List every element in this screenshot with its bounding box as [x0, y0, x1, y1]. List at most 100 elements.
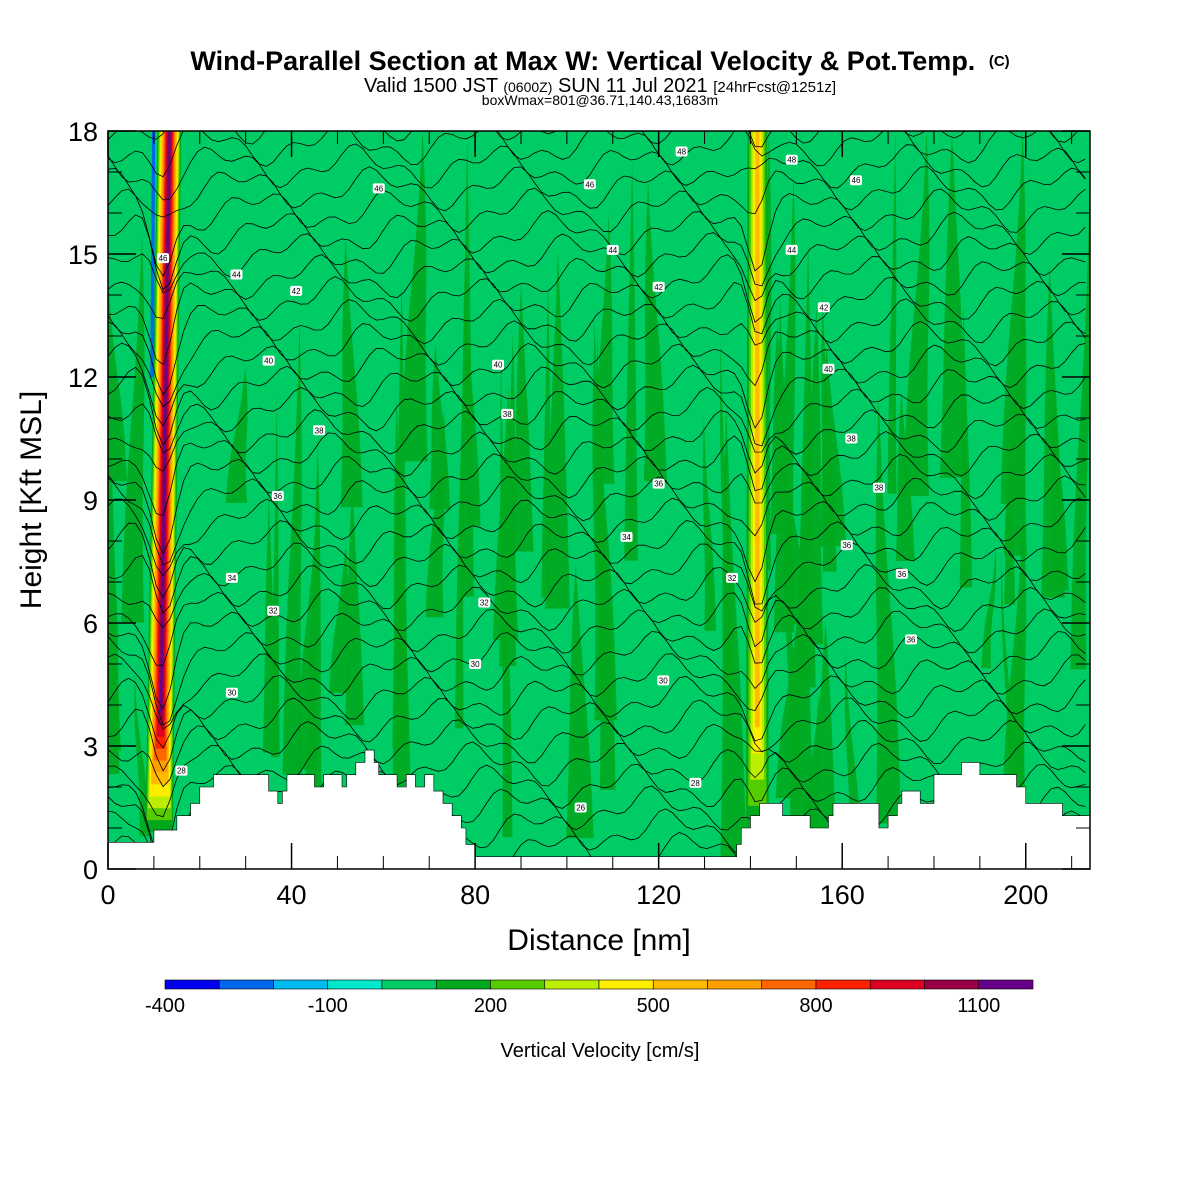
velocity-streak [1041, 263, 1065, 598]
theta-contour [108, 475, 1086, 566]
y-tick-label: 9 [83, 486, 98, 516]
theta-label: 38 [501, 408, 514, 419]
theta-contour [108, 564, 1086, 629]
theta-label: 32 [267, 605, 280, 616]
theta-label-text: 30 [471, 660, 480, 669]
velocity-streak [392, 396, 411, 786]
theta-label: 26 [574, 802, 587, 813]
y-tick-label: 18 [68, 117, 98, 147]
theta-label-text: 40 [264, 357, 273, 366]
x-tick-label: 0 [100, 880, 115, 910]
theta-label-bg [675, 146, 688, 157]
theta-contour [108, 131, 1086, 178]
velocity-streak [225, 366, 248, 503]
velocity-streak [783, 466, 801, 822]
theta-label-bg [290, 285, 303, 296]
theta-label-text: 40 [494, 361, 503, 370]
theta-label-bg [501, 408, 514, 419]
theta-contour [108, 131, 1079, 148]
theta-label: 28 [689, 777, 702, 788]
x-tick-label: 80 [460, 880, 490, 910]
theta-label-text: 46 [585, 180, 594, 189]
colorbar-swatch [924, 979, 980, 990]
theta-contour [108, 254, 1086, 323]
theta-contour [108, 608, 1086, 710]
theta-label: 30 [469, 659, 482, 669]
theta-label-bg [845, 433, 858, 444]
theta-contour [108, 697, 1086, 772]
velocity-streak [340, 237, 363, 508]
velocity-streak [887, 131, 897, 494]
theta-label-text: 36 [654, 480, 663, 489]
theta-label-text: 30 [659, 676, 668, 685]
theta-label-text: 42 [292, 287, 301, 296]
theta-label-bg [313, 425, 326, 436]
theta-label: 48 [675, 146, 688, 157]
theta-label-bg [175, 765, 188, 776]
theta-label-text: 32 [480, 599, 489, 608]
theta-label: 44 [230, 269, 243, 280]
velocity-streak [296, 477, 320, 770]
velocity-streak [643, 180, 667, 482]
theta-label-bg [262, 355, 275, 366]
y-tick-label: 3 [83, 732, 98, 762]
colorbar-swatch [273, 979, 329, 990]
y-axis-label: Height [Kft MSL] [15, 391, 48, 609]
valid-date: SUN 11 Jul 2021 [558, 75, 708, 97]
theta-contour [108, 232, 1086, 302]
theta-label: 38 [872, 482, 885, 493]
theta-label-text: 44 [608, 246, 617, 255]
theta-contour [108, 453, 1086, 555]
theta-label-text: 38 [503, 410, 512, 419]
theta-contour [108, 674, 1086, 749]
plot-area: 28 30 32 34 36 38 40 42 44 46 46 30 32 34 36 38 40 42 44 46… [108, 131, 1090, 869]
velocity-streak [624, 159, 638, 561]
theta-label-text: 44 [787, 246, 796, 255]
theta-label-text: 48 [677, 148, 686, 157]
velocity-streak [940, 131, 968, 478]
theta-label: 28 [175, 765, 188, 776]
theta-label-text: 38 [315, 426, 324, 435]
velocity-streak [545, 251, 570, 609]
theta-label: 38 [845, 433, 858, 444]
theta-label: 42 [817, 302, 830, 313]
theta-label-text: 46 [159, 254, 168, 263]
velocity-streak [429, 343, 451, 510]
velocity-streak [108, 586, 116, 700]
colorbar-swatch [598, 979, 654, 990]
colorbar-swatch [164, 979, 220, 990]
theta-label-bg [895, 568, 908, 579]
theta-contour [108, 298, 1086, 396]
theta-contour [108, 166, 1086, 218]
theta-label-text: 30 [227, 689, 236, 698]
theta-contour [108, 320, 1086, 408]
theta-label: 34 [225, 572, 238, 583]
valid-utc: (0600Z) [503, 79, 552, 95]
theta-label-text: 34 [622, 533, 631, 542]
theta-label-text: 36 [897, 570, 906, 579]
theta-label-text: 36 [842, 541, 851, 550]
theta-label: 36 [895, 568, 908, 579]
y-tick-label: 15 [68, 240, 98, 270]
y-tick-label: 6 [83, 609, 98, 639]
theta-label-text: 44 [232, 271, 241, 280]
theta-label-bg [785, 244, 798, 255]
theta-label-text: 38 [847, 435, 856, 444]
colorbar-tick-label: 500 [637, 995, 670, 1017]
colorbar-swatch [490, 979, 546, 990]
theta-label: 34 [620, 531, 633, 542]
velocity-streak [981, 544, 997, 669]
velocity-streak [541, 281, 552, 598]
theta-label-text: 42 [654, 283, 663, 292]
theta-label: 38 [313, 425, 326, 436]
theta-label-text: 28 [177, 767, 186, 776]
velocity-streak [1070, 193, 1090, 670]
theta-label-bg [726, 572, 739, 583]
velocity-streak [1001, 545, 1016, 815]
velocity-streak [903, 131, 930, 496]
theta-label-bg [478, 597, 491, 608]
colorbar-swatch [544, 979, 600, 990]
theta-label-bg [817, 302, 830, 313]
theta-contour [108, 386, 1086, 454]
